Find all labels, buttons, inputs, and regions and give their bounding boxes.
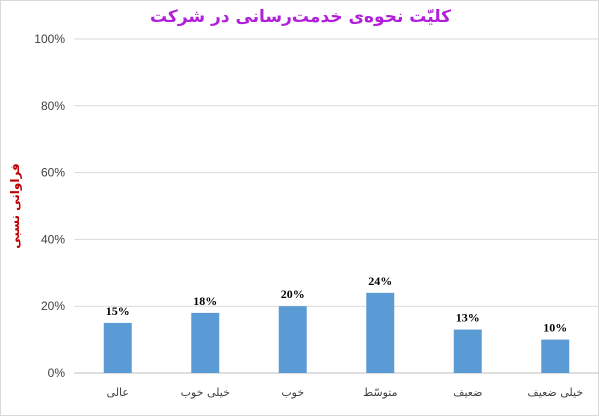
y-tick-label: 20%: [41, 299, 65, 313]
y-tick-label: 0%: [48, 366, 66, 380]
data-label: 10%: [543, 321, 567, 335]
bar: [191, 312, 220, 373]
chart-title: کلیّت نحوه‌ی خدمت‌رسانی در شرکت: [149, 7, 452, 27]
y-tick-label: 80%: [41, 99, 65, 113]
x-category-label: متوسّط: [363, 386, 398, 399]
bar: [366, 292, 395, 373]
x-category-label: عالی: [107, 386, 129, 399]
data-label: 15%: [106, 304, 130, 318]
x-category-label: ضعیف: [453, 386, 482, 399]
bar: [453, 329, 482, 373]
x-category-label: خیلی ضعیف: [527, 386, 583, 399]
y-tick-label: 40%: [41, 232, 65, 246]
bar: [541, 339, 570, 373]
x-category-label: خیلی خوب: [181, 386, 230, 399]
data-label: 24%: [368, 274, 392, 288]
y-tick-label: 60%: [41, 166, 65, 180]
bar: [103, 322, 132, 373]
data-label: 18%: [193, 294, 217, 308]
data-label: 13%: [456, 311, 480, 325]
bar: [278, 306, 307, 373]
y-tick-label: 100%: [34, 32, 65, 46]
x-category-label: خوب: [281, 386, 304, 399]
data-label: 20%: [281, 287, 305, 301]
